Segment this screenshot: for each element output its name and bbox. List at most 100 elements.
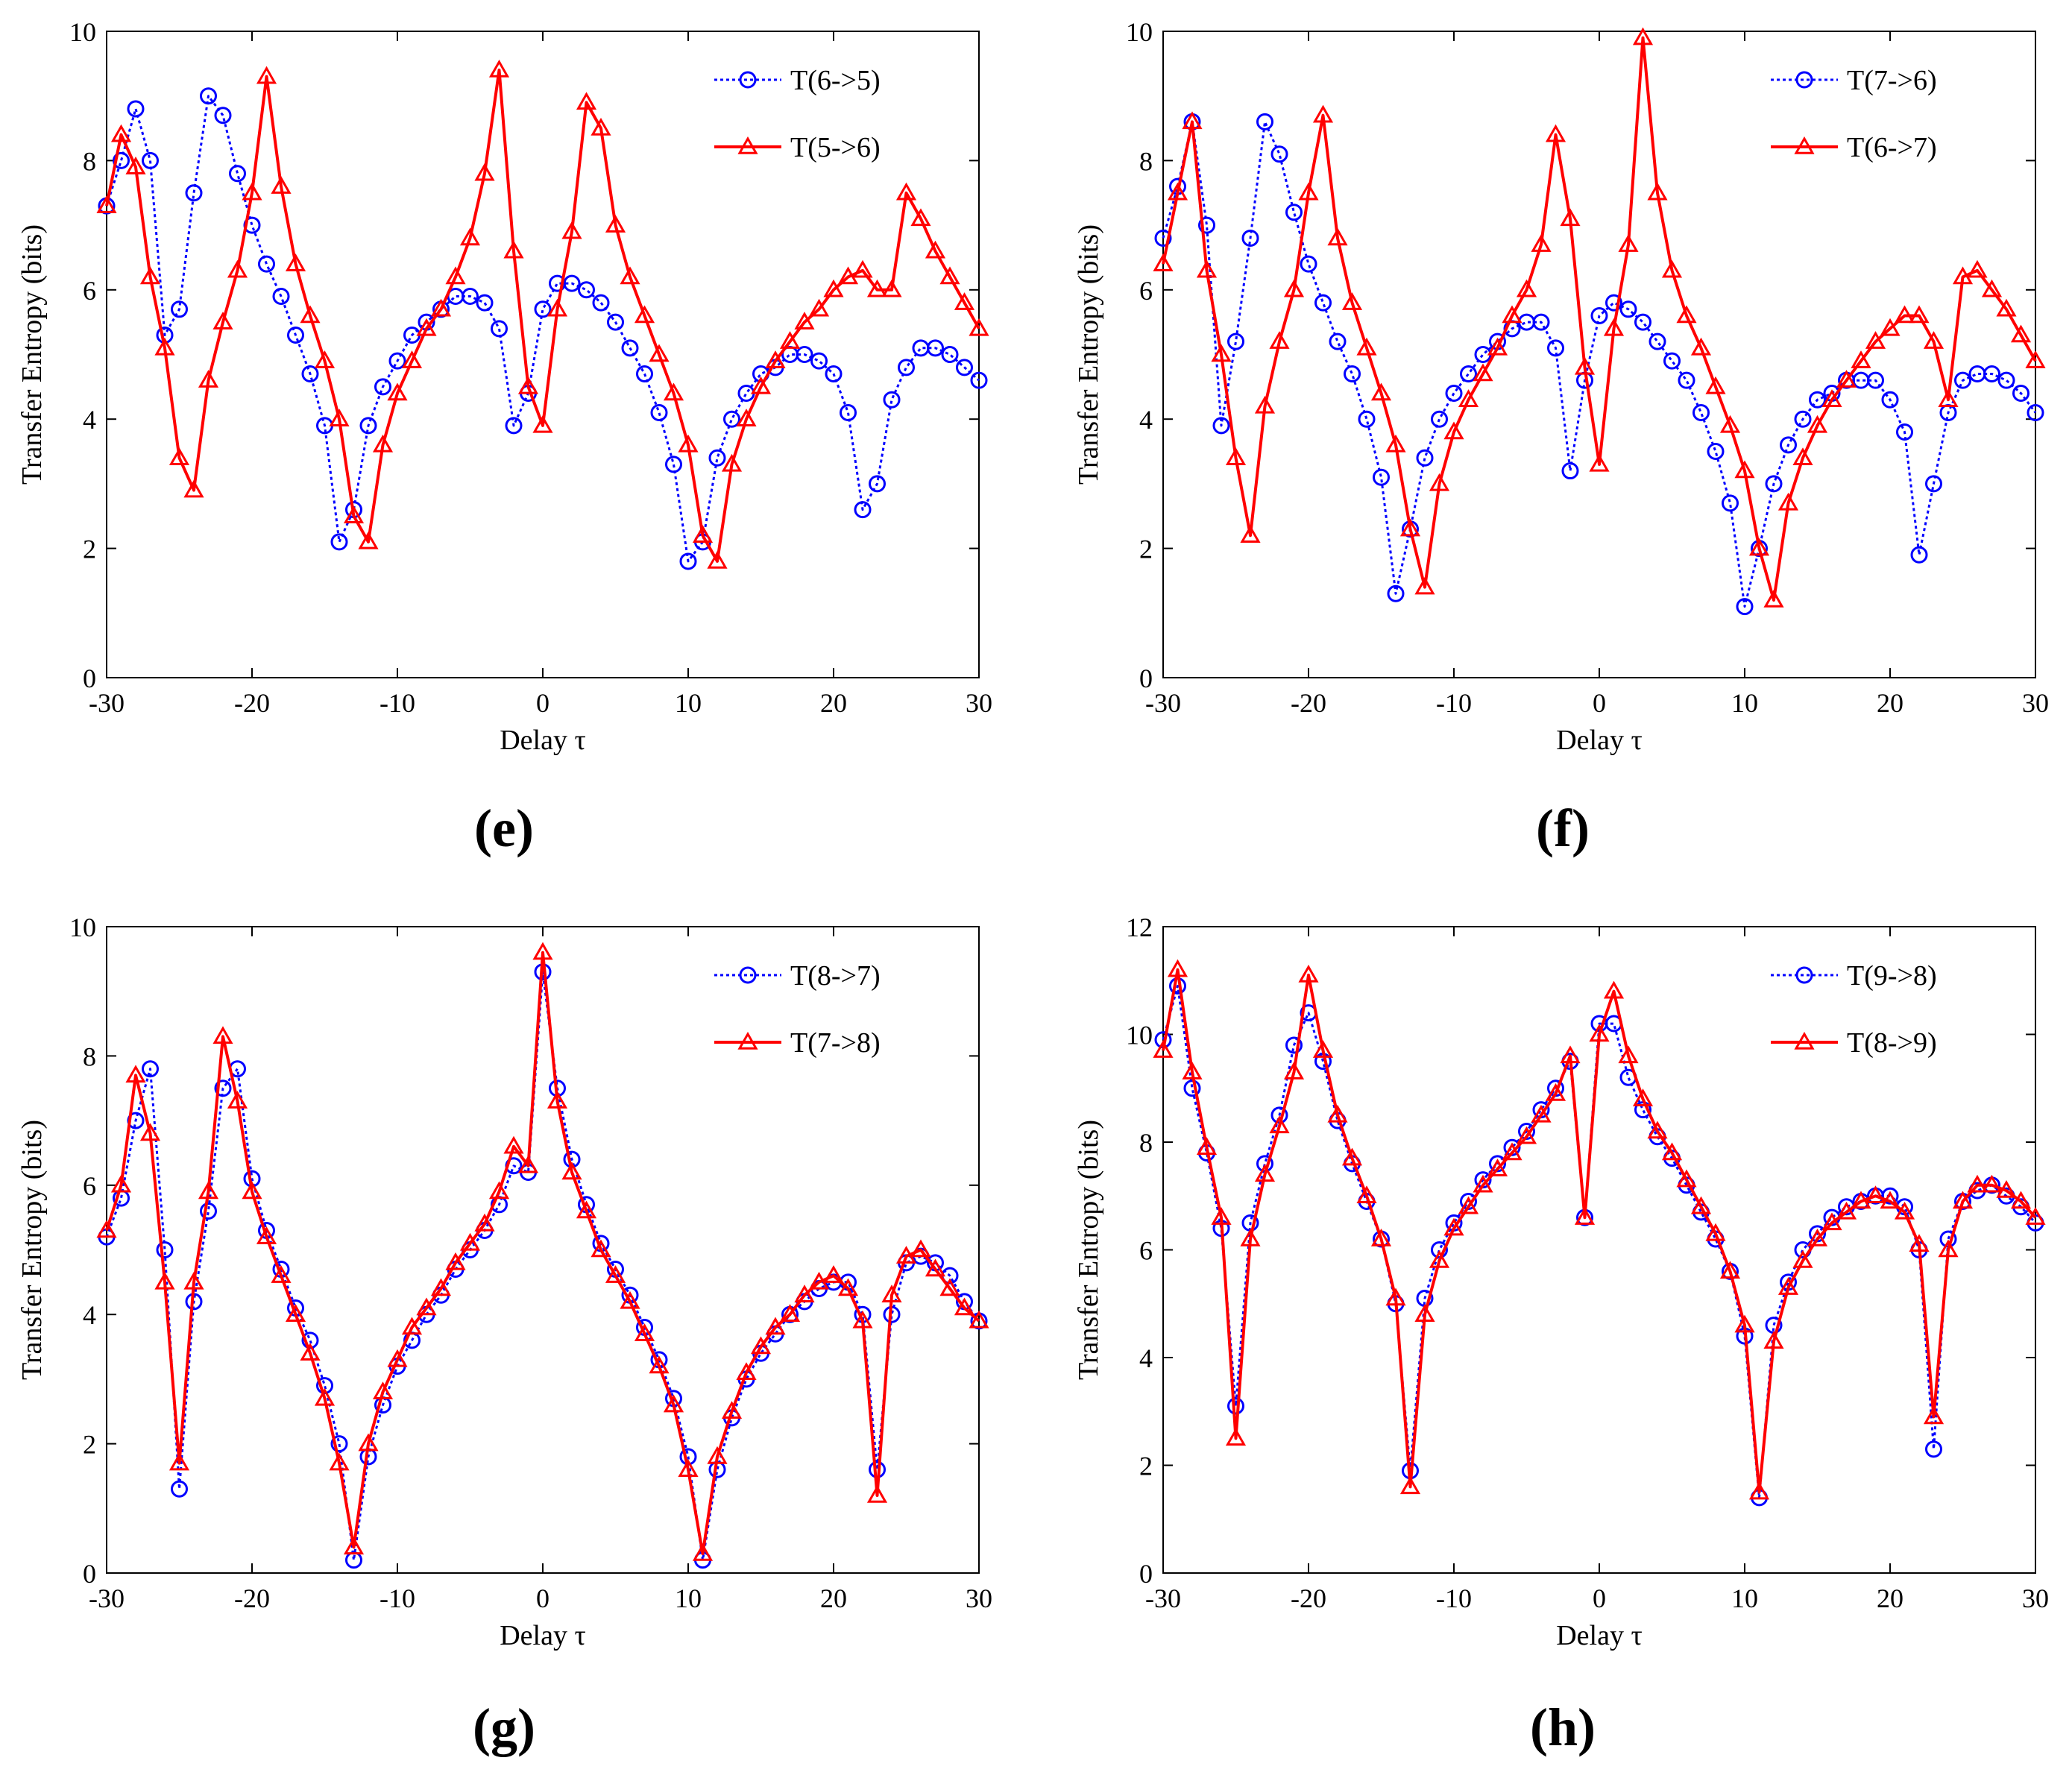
data-point: [1865, 331, 1886, 349]
data-point: [823, 279, 844, 297]
data-point: [401, 1317, 423, 1335]
data-point: [1777, 1277, 1799, 1295]
data-point: [242, 1181, 262, 1200]
data-point: [113, 151, 130, 169]
data-point: [1981, 1174, 2003, 1193]
data-point: [721, 1401, 743, 1419]
data-point: [212, 312, 233, 330]
data-point: [1736, 598, 1754, 616]
data-point: [387, 1349, 408, 1367]
data-point: [1880, 1191, 1901, 1209]
data-point: [430, 1278, 452, 1296]
data-point: [1399, 1476, 1421, 1495]
data-point: [1997, 371, 2015, 389]
panel-label-f: (f): [1536, 798, 1590, 858]
data-point: [2025, 350, 2046, 368]
data-point: [474, 163, 495, 181]
data-point: [910, 208, 931, 227]
data-point: [1661, 1142, 1683, 1161]
data-point: [736, 409, 757, 426]
data-point: [1487, 337, 1508, 356]
data-point: [1881, 1187, 1899, 1205]
data-point: [1385, 434, 1406, 453]
data-point: [866, 1484, 888, 1503]
y-tick-label: 2: [1139, 535, 1153, 564]
data-point: [110, 124, 132, 142]
legend-marker: [1794, 136, 1815, 154]
data-point: [1794, 410, 1812, 428]
series-T(8->9): [1153, 959, 2046, 1500]
data-point: [1763, 1331, 1784, 1349]
data-point: [869, 475, 886, 493]
data-point: [1256, 113, 1273, 130]
data-point: [301, 365, 319, 383]
data-point: [1227, 1397, 1244, 1415]
data-point: [416, 1297, 437, 1316]
data-point: [910, 1239, 931, 1258]
x-tick-label: -20: [234, 688, 270, 718]
data-point: [1925, 475, 1942, 493]
data-point: [1603, 318, 1625, 336]
data-point: [1358, 410, 1376, 428]
data-point: [1212, 417, 1230, 435]
series-line: [105, 95, 980, 563]
data-point: [488, 59, 510, 78]
x-tick-label: 10: [1731, 688, 1758, 718]
legend: T(9->8) T(8->9): [1771, 960, 1937, 1059]
data-point: [459, 1232, 481, 1251]
data-point: [301, 1331, 319, 1349]
y-tick-label: 4: [83, 1300, 96, 1330]
data-point: [271, 176, 292, 194]
legend-label: T(8->9): [1847, 1027, 1937, 1059]
data-point: [895, 1246, 917, 1264]
data-point: [314, 1387, 336, 1406]
data-point: [198, 370, 219, 388]
plot-frame: [1162, 31, 2036, 678]
data-point: [459, 227, 481, 246]
y-tick-label: 4: [83, 405, 96, 435]
y-tick-label: 10: [1126, 1021, 1153, 1050]
data-point: [154, 1271, 175, 1290]
data-point: [692, 525, 714, 543]
data-point: [242, 182, 262, 201]
data-point: [1954, 371, 1971, 389]
data-point: [663, 382, 684, 401]
data-point: [183, 1271, 204, 1290]
data-point: [1211, 344, 1232, 362]
data-point: [142, 1060, 159, 1078]
legend: T(8->7) T(7->8): [714, 960, 881, 1059]
data-point: [1632, 1088, 1654, 1106]
data-point: [881, 1285, 902, 1302]
data-point: [1925, 1440, 1942, 1458]
data-point: [2025, 1207, 2046, 1225]
data-point: [1734, 460, 1755, 479]
data-point: [1300, 255, 1317, 273]
legend-label: T(7->8): [790, 1027, 881, 1059]
data-point: [1722, 494, 1739, 512]
data-point: [534, 300, 552, 318]
data-point: [750, 1336, 772, 1355]
data-point: [1748, 1481, 1770, 1500]
x-tick-label: -30: [89, 688, 125, 718]
data-point: [1705, 376, 1726, 394]
x-axis-label: Delay τ: [500, 1620, 586, 1651]
data-point: [1153, 1040, 1174, 1058]
data-point: [1996, 298, 2017, 317]
data-point: [1240, 525, 1261, 543]
data-point: [1416, 449, 1434, 467]
legend-label: T(6->7): [1847, 132, 1937, 163]
data-point: [110, 1174, 132, 1193]
data-point: [258, 255, 275, 273]
y-tick-label: 8: [83, 146, 96, 176]
y-tick-label: 2: [83, 535, 96, 564]
data-point: [794, 1285, 815, 1302]
data-point: [898, 359, 915, 376]
x-axis-label: Delay τ: [1556, 725, 1643, 756]
series-line: [105, 69, 980, 563]
x-tick-label: 10: [675, 1583, 702, 1613]
data-point: [1414, 1304, 1435, 1322]
x-tick-label: 10: [1731, 1583, 1758, 1613]
data-point: [372, 434, 394, 453]
data-point: [127, 100, 145, 118]
data-point: [1909, 305, 1930, 324]
